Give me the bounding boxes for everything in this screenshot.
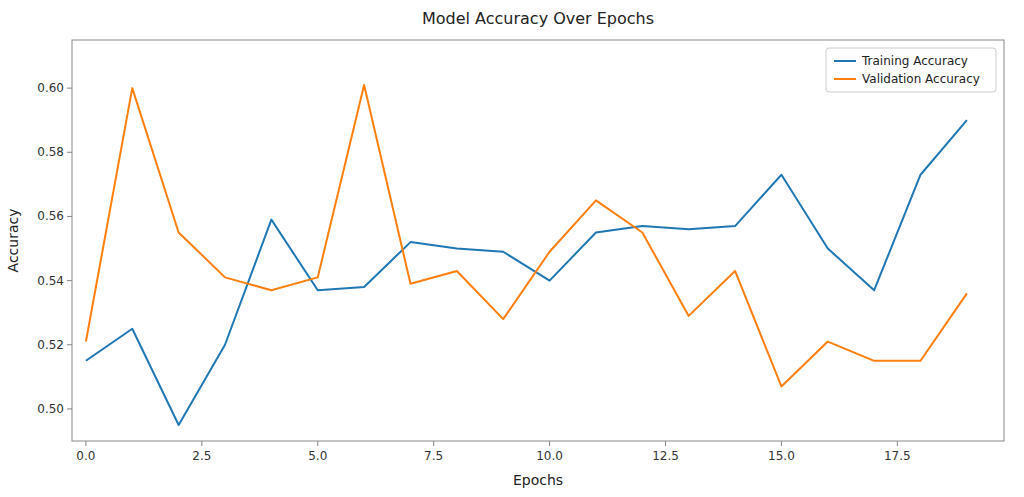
y-tick <box>67 344 72 345</box>
line <box>86 85 967 387</box>
x-tick <box>549 441 550 446</box>
y-tick-label: 0.52 <box>37 338 64 352</box>
y-tick-label: 0.56 <box>37 209 64 223</box>
legend-box <box>826 48 996 92</box>
x-tick <box>781 441 782 446</box>
x-tick-label: 5.0 <box>308 449 327 463</box>
chart: 0.0 2.5 5.0 7.5 10.0 12.5 15.0 17.5 0.50 0.52 0.54… <box>0 0 1024 497</box>
line <box>86 120 967 425</box>
y-tick <box>67 152 72 153</box>
x-tick <box>201 441 202 446</box>
x-tick <box>897 441 898 446</box>
y-tick-label: 0.54 <box>37 274 64 288</box>
x-tick-label: 15.0 <box>768 449 795 463</box>
plot-frame <box>72 40 1004 441</box>
x-tick <box>317 441 318 446</box>
y-tick <box>67 280 72 281</box>
legend: Training Accuracy Validation Accuracy <box>826 48 996 92</box>
y-axis-label: Accuracy <box>5 209 21 273</box>
x-tick-label: 0.0 <box>76 449 95 463</box>
title: Model Accuracy Over Epochs <box>422 9 654 28</box>
y-tick <box>67 216 72 217</box>
x-tick-label: 7.5 <box>424 449 443 463</box>
y-tick <box>67 408 72 409</box>
legend-entry: Training Accuracy <box>861 54 968 68</box>
x-tick-label: 12.5 <box>652 449 679 463</box>
x-tick <box>85 441 86 446</box>
legend-swatch <box>834 60 856 62</box>
x-tick <box>665 441 666 446</box>
y-tick-label: 0.58 <box>37 145 64 159</box>
x-axis-label: Epochs <box>513 472 563 488</box>
x-tick-label: 2.5 <box>192 449 211 463</box>
plot-lines <box>86 85 967 425</box>
x-tick-label: 10.0 <box>536 449 563 463</box>
y-tick-label: 0.50 <box>37 402 64 416</box>
x-tick-label: 17.5 <box>884 449 911 463</box>
y-tick <box>67 88 72 89</box>
legend-swatch <box>834 78 856 80</box>
x-tick <box>433 441 434 446</box>
legend-entry: Validation Accuracy <box>862 72 980 86</box>
y-tick-label: 0.60 <box>37 81 64 95</box>
